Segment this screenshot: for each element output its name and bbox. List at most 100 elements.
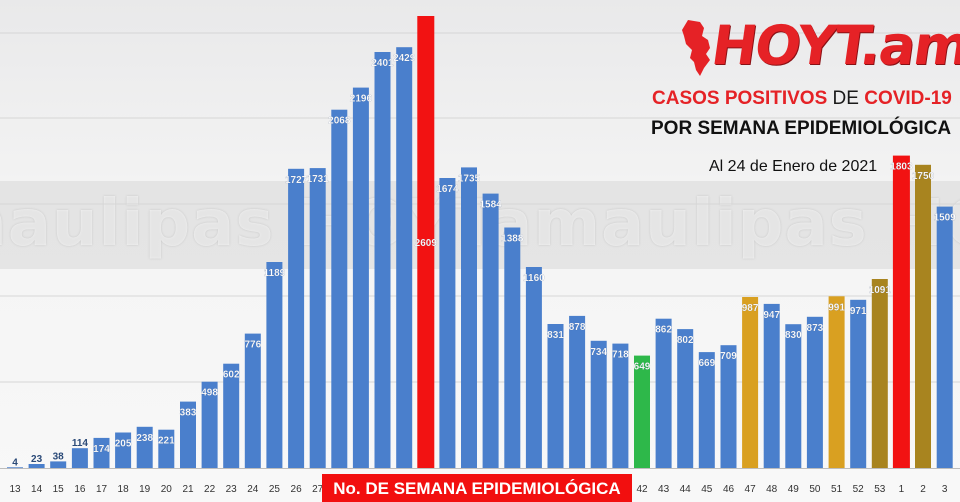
x-tick-label: 17: [96, 484, 108, 495]
bar-week-43: [655, 318, 672, 468]
bar-week-49: [785, 324, 802, 468]
value-label: 830: [785, 330, 802, 341]
watermark-band: [0, 181, 960, 269]
bar-week-31: [396, 47, 413, 468]
x-tick-label: 25: [269, 484, 281, 495]
bar-week-39: [569, 315, 586, 468]
value-label: 238: [136, 433, 153, 444]
value-label: 718: [612, 350, 629, 361]
value-label: 873: [807, 323, 824, 334]
value-label: 987: [742, 303, 759, 314]
bar-week-46: [720, 345, 737, 468]
value-label: 498: [201, 388, 218, 399]
tamaulipas-map-icon: [682, 20, 710, 76]
value-label: 1735: [458, 173, 481, 184]
x-tick-label: 20: [161, 484, 173, 495]
bar-week-19: [136, 426, 153, 468]
value-label: 2196: [350, 94, 373, 105]
bar-week-38: [547, 324, 564, 468]
x-tick-label: 42: [636, 484, 648, 495]
x-tick-label: 48: [766, 484, 778, 495]
x-tick-label: 47: [745, 484, 757, 495]
value-label: 23: [31, 454, 43, 465]
x-tick-label: 46: [723, 484, 735, 495]
bar-week-3: [936, 206, 953, 468]
value-label: 1674: [436, 184, 459, 195]
x-tick-label: 24: [247, 484, 259, 495]
value-label: 2401: [371, 58, 394, 69]
x-tick-label: 23: [226, 484, 238, 495]
bar-week-36: [504, 227, 521, 468]
value-label: 734: [590, 347, 607, 358]
bar-week-23: [223, 363, 240, 468]
bar-week-15: [50, 461, 67, 468]
value-label: 669: [698, 358, 715, 369]
x-tick-label: 43: [658, 484, 670, 495]
x-axis-label: No. DE SEMANA EPIDEMIOLÓGICA: [322, 474, 632, 502]
x-tick-label: 2: [920, 484, 926, 495]
bar-week-25: [266, 262, 283, 468]
x-tick-label: 26: [291, 484, 303, 495]
x-tick-label: 22: [204, 484, 216, 495]
bar-week-1: [892, 155, 910, 468]
bar-week-32: [417, 16, 435, 468]
bar-week-17: [93, 437, 110, 468]
value-label: 2429: [393, 53, 416, 64]
value-label: 602: [223, 370, 240, 381]
x-tick-label: 45: [701, 484, 713, 495]
bar-week-20: [158, 429, 175, 468]
x-tick-label: 13: [9, 484, 21, 495]
x-tick-label: 15: [53, 484, 65, 495]
bar-week-44: [677, 329, 694, 468]
x-tick-label: 18: [118, 484, 130, 495]
bar-week-50: [806, 316, 823, 468]
value-label: 1509: [934, 213, 957, 224]
bar-week-2: [915, 164, 931, 469]
bar-week-40: [590, 340, 607, 468]
value-label: 1189: [264, 268, 286, 279]
x-tick-label: 3: [942, 484, 948, 495]
value-labels: 4 23 38 114 174 205 238 221 383 498 602 776 1189 1727…: [12, 53, 956, 468]
bars: [7, 16, 953, 469]
value-label: 971: [850, 306, 867, 317]
value-label: 2068: [328, 116, 351, 127]
value-label: 4: [12, 457, 18, 468]
x-tick-label: 1: [899, 484, 905, 495]
value-label: 947: [763, 310, 780, 321]
bar-week-53: [871, 279, 888, 468]
x-tick-label: 49: [788, 484, 800, 495]
bar-week-26: [288, 168, 305, 469]
title-part-1: CASOS POSITIVOS: [652, 88, 828, 109]
bar-week-48: [763, 303, 780, 468]
chart-title: CASOS POSITIVOS DE COVID-19: [652, 88, 952, 110]
bar-week-37: [525, 267, 542, 468]
x-tick-label: 52: [853, 484, 865, 495]
bar-week-16: [71, 448, 88, 468]
bar-week-24: [244, 333, 261, 468]
value-label: 1388: [501, 234, 524, 245]
bar-week-41: [612, 343, 629, 468]
x-tick-label: 19: [139, 484, 151, 495]
x-tick-label: 27: [312, 484, 324, 495]
bar-week-14: [28, 464, 45, 468]
value-label: 1731: [307, 174, 330, 185]
value-label: 221: [158, 436, 175, 447]
value-label: 114: [72, 438, 89, 449]
bar-week-29: [352, 87, 369, 468]
value-label: 2609: [415, 238, 438, 249]
value-label: 709: [720, 351, 737, 362]
x-tick-label: 44: [680, 484, 692, 495]
logo-wordmark: HOYT.am: [707, 12, 960, 80]
value-label: 1803: [890, 162, 913, 173]
value-label: 878: [569, 322, 586, 333]
bar-week-13: [7, 467, 23, 469]
bar-week-28: [331, 109, 348, 468]
value-label: 862: [655, 325, 672, 336]
hoyt-logo: HOYT.am: [680, 12, 960, 80]
value-label: 174: [93, 444, 110, 455]
x-tick-label: 53: [874, 484, 886, 495]
value-label: 383: [180, 408, 197, 419]
title-part-3: COVID-19: [864, 88, 952, 109]
bar-week-33: [439, 178, 456, 468]
